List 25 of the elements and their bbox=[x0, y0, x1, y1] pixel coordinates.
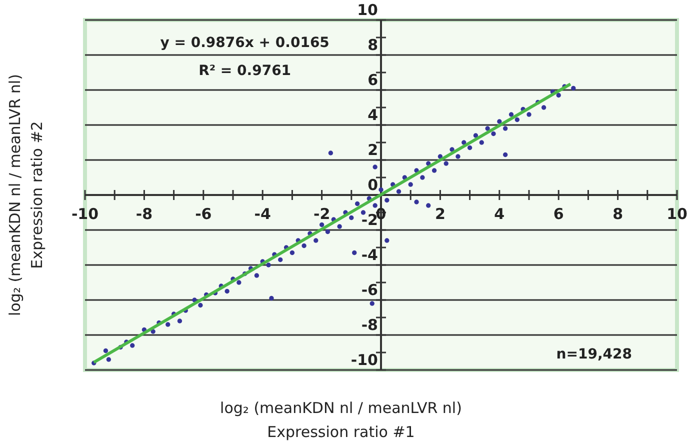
y-tick-label: 6 bbox=[368, 71, 378, 89]
annotation: y = 0.9876x + 0.0165 bbox=[160, 34, 330, 51]
x-axis-title: log₂ (meanKDN nl / meanLVR nl) Expression ratio #1 bbox=[220, 399, 462, 441]
y-axis-title: log₂ (meanKDN nl / meanLVR nl) Expression ratio #2 bbox=[6, 74, 46, 316]
y-tick-label: 0 bbox=[368, 176, 378, 194]
x-tick-label: -8 bbox=[136, 205, 153, 223]
x-tick-label: -10 bbox=[71, 205, 99, 223]
x-tick-label: 6 bbox=[553, 205, 564, 223]
x-tick-label: 4 bbox=[494, 205, 505, 223]
y-tick-label: -8 bbox=[361, 316, 378, 334]
y-tick-label: 8 bbox=[368, 36, 378, 54]
y-tick-label: 4 bbox=[368, 106, 378, 124]
y-tick-label: 10 bbox=[357, 1, 378, 19]
y-tick-label: -4 bbox=[361, 246, 378, 264]
annotation: n=19,428 bbox=[556, 346, 632, 362]
x-tick-label: 2 bbox=[434, 205, 446, 223]
y-tick-label: -6 bbox=[361, 281, 378, 299]
x-tick-label: 8 bbox=[612, 205, 624, 223]
y-tick-label: -10 bbox=[350, 351, 378, 369]
x-tick-label: -4 bbox=[254, 205, 271, 223]
annotation: R² = 0.9761 bbox=[198, 62, 292, 79]
y-tick-label: 2 bbox=[368, 141, 378, 159]
x-tick-label: -2 bbox=[313, 205, 330, 223]
x-tick-label: -6 bbox=[195, 205, 212, 223]
x-tick-label: 10 bbox=[666, 205, 688, 223]
